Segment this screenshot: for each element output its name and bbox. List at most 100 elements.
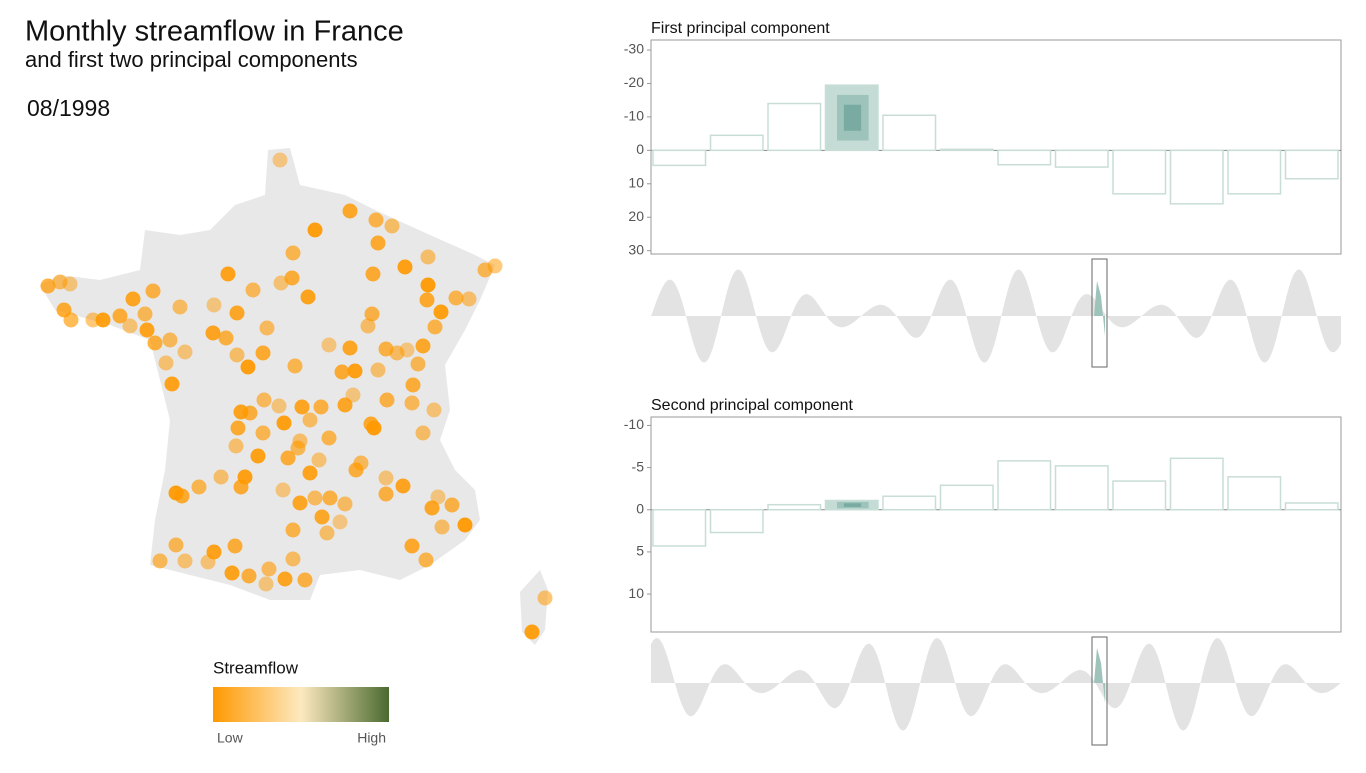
map bbox=[40, 148, 553, 645]
station-dot bbox=[337, 496, 353, 512]
y-tick-label: 20 bbox=[628, 208, 644, 224]
bar bbox=[1284, 149, 1339, 180]
station-dot bbox=[384, 218, 400, 234]
station-dot bbox=[63, 312, 79, 328]
station-dot bbox=[319, 525, 335, 541]
station-dot bbox=[228, 438, 244, 454]
station-dot bbox=[137, 306, 153, 322]
bar bbox=[1227, 476, 1282, 511]
bar bbox=[1169, 149, 1224, 205]
legend-title: Streamflow bbox=[213, 658, 299, 677]
station-dot bbox=[368, 212, 384, 228]
bar bbox=[767, 503, 822, 511]
station-dot bbox=[240, 359, 256, 375]
station-dot bbox=[152, 553, 168, 569]
bar bbox=[939, 148, 994, 152]
station-dot bbox=[285, 522, 301, 538]
station-dot bbox=[415, 338, 431, 354]
station-dot bbox=[379, 392, 395, 408]
station-dot bbox=[191, 479, 207, 495]
station-dot bbox=[255, 425, 271, 441]
station-dot bbox=[255, 345, 271, 361]
station-dot bbox=[168, 537, 184, 553]
station-dot bbox=[415, 425, 431, 441]
station-dot bbox=[271, 398, 287, 414]
station-dot bbox=[276, 415, 292, 431]
bar bbox=[709, 134, 764, 152]
station-dot bbox=[285, 551, 301, 567]
station-dot bbox=[307, 490, 323, 506]
legend-high: High bbox=[357, 730, 386, 746]
station-dot bbox=[256, 392, 272, 408]
station-dot bbox=[433, 304, 449, 320]
chart-title: Second principal component bbox=[651, 397, 853, 414]
station-dot bbox=[200, 554, 216, 570]
bar bbox=[1227, 149, 1282, 195]
station-dot bbox=[95, 312, 111, 328]
station-dot bbox=[294, 399, 310, 415]
station-dot bbox=[399, 342, 415, 358]
station-dot bbox=[164, 376, 180, 392]
station-dot bbox=[273, 275, 289, 291]
y-tick-label: -20 bbox=[624, 74, 644, 90]
station-dot bbox=[487, 258, 503, 274]
corsica-shape bbox=[520, 570, 548, 645]
plot-frame bbox=[650, 416, 1342, 633]
station-dot bbox=[524, 624, 540, 640]
station-dot bbox=[302, 412, 318, 428]
current-window bbox=[1091, 636, 1108, 746]
station-dot bbox=[537, 590, 553, 606]
bar bbox=[1054, 149, 1109, 168]
station-dot bbox=[139, 322, 155, 338]
station-dot bbox=[342, 203, 358, 219]
bar-core bbox=[843, 503, 862, 507]
station-dot bbox=[347, 363, 363, 379]
station-dot bbox=[259, 320, 275, 336]
bar bbox=[1169, 457, 1224, 511]
station-dot bbox=[125, 291, 141, 307]
station-dot bbox=[420, 277, 436, 293]
station-dot bbox=[321, 430, 337, 446]
station-dot bbox=[418, 552, 434, 568]
bar bbox=[1054, 465, 1109, 511]
bar bbox=[709, 508, 764, 534]
y-tick-label: -30 bbox=[624, 41, 644, 57]
title: Monthly streamflow in France bbox=[25, 16, 404, 48]
station-dot bbox=[177, 344, 193, 360]
station-dot bbox=[389, 345, 405, 361]
station-dot bbox=[158, 355, 174, 371]
station-dot bbox=[370, 235, 386, 251]
current-area bbox=[1094, 648, 1105, 703]
station-dot bbox=[272, 152, 288, 168]
y-tick-label: 30 bbox=[628, 241, 644, 257]
station-dot bbox=[353, 455, 369, 471]
legend-gradient bbox=[213, 687, 389, 722]
station-dot bbox=[307, 222, 323, 238]
subtitle: and first two principal components bbox=[25, 47, 358, 72]
france-shape bbox=[40, 148, 495, 600]
station-dot bbox=[314, 509, 330, 525]
station-dot bbox=[62, 276, 78, 292]
date: 08/1998 bbox=[27, 95, 110, 121]
plot-frame bbox=[650, 39, 1342, 255]
station-dot bbox=[365, 266, 381, 282]
station-dot bbox=[258, 576, 274, 592]
station-dot bbox=[395, 478, 411, 494]
station-dot bbox=[321, 337, 337, 353]
y-tick-label: -5 bbox=[632, 458, 645, 474]
y-tick-label: 10 bbox=[628, 585, 644, 601]
station-dot bbox=[448, 290, 464, 306]
bar bbox=[882, 495, 937, 511]
station-dot bbox=[345, 387, 361, 403]
bar bbox=[1112, 149, 1167, 195]
station-dot bbox=[404, 538, 420, 554]
station-dot bbox=[220, 266, 236, 282]
station-dot bbox=[430, 489, 446, 505]
station-dot bbox=[292, 495, 308, 511]
y-tick-label: 5 bbox=[636, 543, 644, 559]
legend-low: Low bbox=[217, 730, 244, 746]
bar bbox=[652, 508, 707, 547]
station-dot bbox=[230, 420, 246, 436]
